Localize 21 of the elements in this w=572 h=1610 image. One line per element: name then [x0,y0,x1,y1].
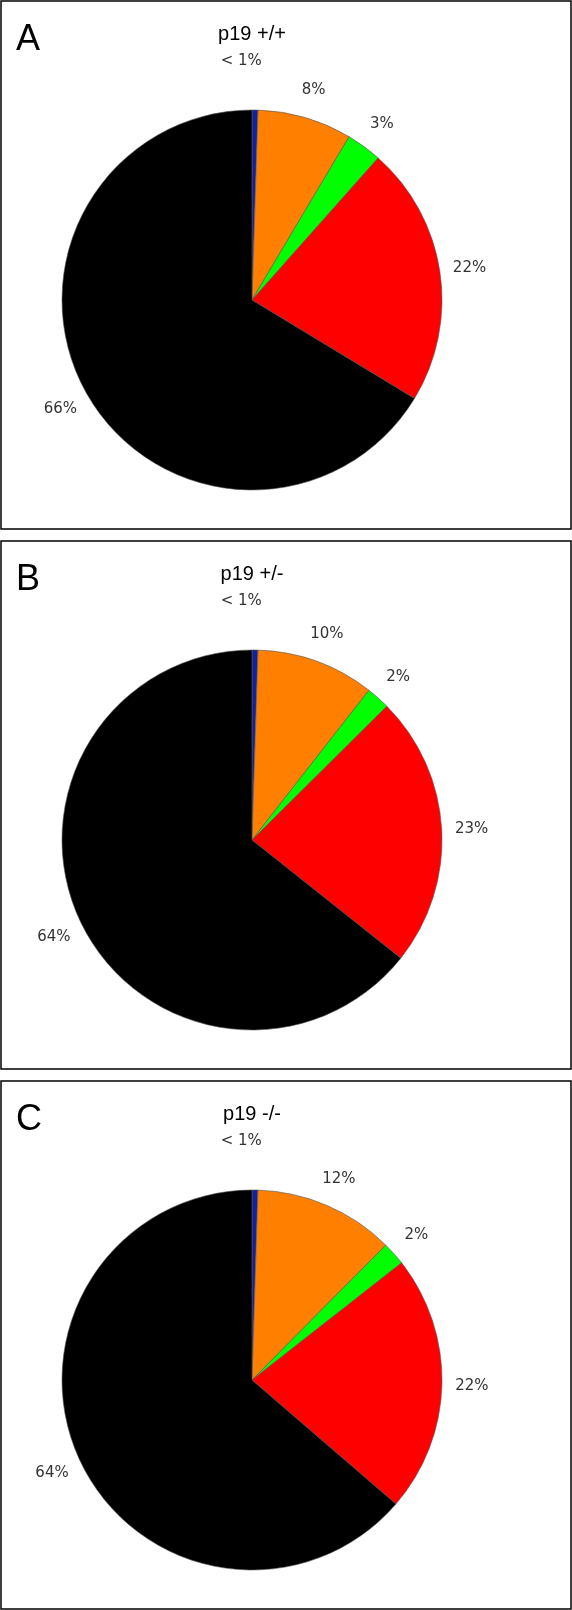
data-label: 64% [37,926,71,945]
chart-title: p19 +/+ [218,22,286,44]
data-label: 3% [369,113,394,132]
data-label: < 1% [220,1131,262,1150]
data-label: 10% [310,624,344,643]
data-label: 22% [455,1376,489,1395]
data-label: 2% [404,1225,429,1244]
text: C [16,1097,42,1138]
chart-title: p19 -/- [223,1102,281,1124]
text: B [16,557,41,598]
chart-title: p19 +/- [220,562,284,584]
data-label: 8% [301,80,326,99]
data-label: 2% [386,666,410,685]
text: A [16,17,41,58]
data-label: 23% [454,819,489,838]
data-label: 66% [43,399,77,418]
data-label: 64% [35,1462,69,1481]
data-label: 22% [452,258,487,277]
data-label: 12% [322,1169,356,1188]
data-label: < 1% [220,591,262,610]
data-label: < 1% [220,51,262,70]
